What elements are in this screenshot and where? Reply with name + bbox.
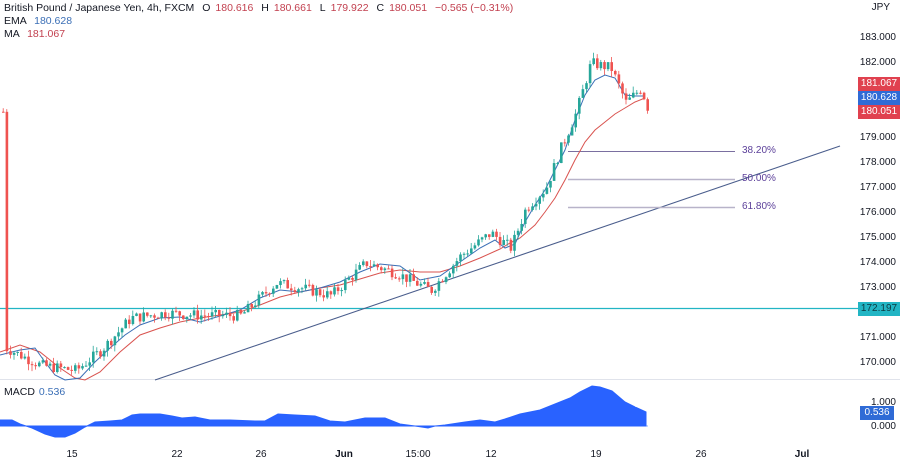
time-tick: 15: [66, 449, 78, 460]
ema-line: [0, 74, 645, 381]
time-tick: 12: [485, 449, 497, 460]
price-tick: 170.000: [859, 357, 896, 368]
price-tick: 178.000: [859, 157, 896, 168]
high-value: 180.661: [273, 2, 312, 14]
time-tick: 22: [171, 449, 183, 460]
price-tick: 182.000: [859, 57, 896, 68]
time-tick: 15:00: [405, 449, 431, 460]
price-tick: 177.000: [859, 182, 896, 193]
price-tick: 183.000: [859, 32, 896, 43]
time-tick: 26: [255, 449, 267, 460]
price-tick: 171.000: [859, 332, 896, 343]
price-tick: 179.000: [859, 132, 896, 143]
time-tick: 19: [590, 449, 602, 460]
open-value: 180.616: [215, 2, 254, 14]
macd-value: 0.536: [38, 386, 66, 398]
price-tick: 173.000: [859, 282, 896, 293]
ema-price-tag: 180.628: [858, 91, 900, 105]
price-tick: 176.000: [859, 207, 896, 218]
price-tick: 175.000: [859, 232, 896, 243]
last-price-tag: 180.051: [858, 105, 900, 119]
close-value: 180.051: [389, 2, 428, 14]
macd-histogram-area: [0, 385, 647, 438]
ma-legend[interactable]: MA 181.067: [4, 28, 66, 40]
time-tick: Jun: [335, 449, 353, 460]
fibonacci-levels[interactable]: [568, 151, 735, 209]
macd-tick: 1.000: [870, 397, 896, 408]
currency-label: JPY: [871, 2, 890, 13]
price-tick: 174.000: [859, 257, 896, 268]
ma-line: [0, 97, 646, 381]
macd-label: MACD: [4, 386, 35, 398]
symbol-title[interactable]: British Pound / Japanese Yen, 4h, FXCM: [4, 2, 195, 14]
macd-tick: 0.000: [870, 421, 896, 432]
ma-value: 181.067: [27, 28, 66, 40]
ema-legend[interactable]: EMA 180.628: [4, 15, 73, 27]
support-price-tag: 172.197: [858, 302, 900, 316]
candlestick-series: [2, 52, 649, 375]
ma-price-tag: 181.067: [858, 77, 900, 91]
fib-label-382: 38.20%: [742, 145, 776, 156]
ema-value: 180.628: [34, 15, 73, 27]
macd-legend[interactable]: MACD 0.536: [4, 386, 65, 398]
change-value: −0.565 (−0.31%): [434, 2, 514, 14]
macd-value-tag: 0.536: [860, 406, 894, 420]
time-tick: Jul: [794, 449, 810, 460]
trendline[interactable]: [154, 145, 841, 381]
time-tick: 26: [695, 449, 707, 460]
symbol-legend: British Pound / Japanese Yen, 4h, FXCM O…: [4, 2, 514, 14]
fib-label-500: 50.00%: [742, 173, 776, 184]
low-value: 179.922: [330, 2, 369, 14]
fib-label-618: 61.80%: [742, 201, 776, 212]
